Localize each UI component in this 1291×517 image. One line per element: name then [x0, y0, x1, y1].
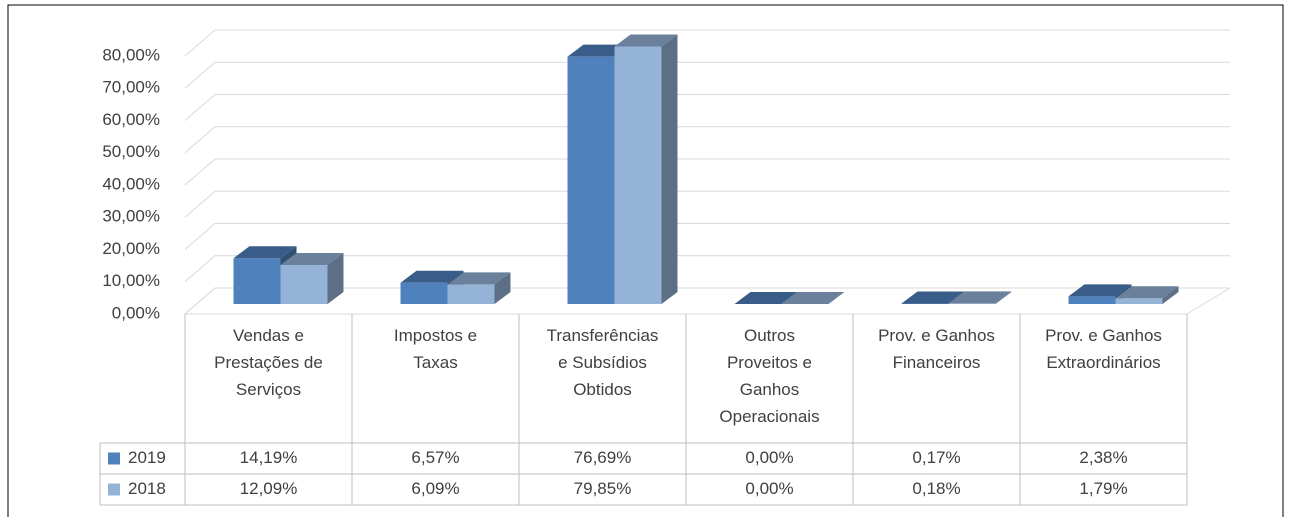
bar-top	[400, 270, 464, 283]
bar-front	[447, 284, 495, 304]
bar-top	[447, 272, 511, 285]
x-tick-label: Prov. e Ganhos Extraordinários	[1045, 326, 1162, 372]
bar-top	[901, 291, 965, 304]
bar-side	[327, 253, 344, 304]
table-value: 0,17%	[912, 448, 960, 467]
bar	[734, 292, 798, 304]
y-tick-label: 40,00%	[102, 174, 160, 193]
grid-line	[184, 29, 1230, 57]
bar-top	[233, 246, 297, 259]
bar-top	[1068, 284, 1132, 297]
table-value: 76,69%	[574, 448, 632, 467]
legend-swatch	[108, 452, 120, 465]
grid-line	[184, 255, 1230, 283]
bar	[1115, 286, 1179, 304]
axis-line	[1186, 287, 1231, 315]
chart-border	[7, 4, 1284, 517]
bar-front	[280, 265, 328, 304]
table-value: 0,00%	[745, 448, 793, 467]
bar-top	[948, 291, 1012, 304]
table-value: 79,85%	[574, 479, 632, 498]
bar-top	[781, 292, 845, 304]
grid-line	[184, 190, 1230, 218]
y-tick-label: 70,00%	[102, 78, 160, 97]
table-value: 0,18%	[912, 479, 960, 498]
y-tick-label: 80,00%	[102, 45, 160, 64]
bar-front	[1115, 298, 1163, 304]
bar	[447, 272, 511, 304]
y-tick-label: 0,00%	[112, 303, 160, 322]
bar-front	[901, 303, 949, 304]
y-tick-label: 30,00%	[102, 207, 160, 226]
bar-top	[1115, 286, 1179, 299]
bar-side	[661, 34, 678, 304]
grid-line	[184, 61, 1230, 89]
bar	[948, 291, 1012, 304]
bar-side	[1162, 286, 1179, 304]
grid-line	[184, 126, 1230, 154]
bar-side	[995, 291, 1012, 304]
bar-front	[1068, 296, 1116, 304]
legend-label: 2019	[128, 448, 166, 467]
bar-side	[494, 272, 511, 304]
x-tick-label: Transferências e Subsídios Obtidos	[546, 326, 659, 399]
y-tick-label: 50,00%	[102, 142, 160, 161]
bar-top	[734, 292, 798, 304]
grid-line	[184, 287, 1230, 315]
bar-top	[614, 34, 678, 47]
bar-top	[280, 253, 344, 266]
table-value: 0,00%	[745, 479, 793, 498]
y-tick-label: 60,00%	[102, 110, 160, 129]
bar-front	[400, 282, 448, 304]
grid-line	[184, 223, 1230, 250]
legend-swatch	[108, 483, 120, 496]
x-tick-label: Prov. e Ganhos Financeiros	[878, 326, 995, 372]
bar	[280, 253, 344, 304]
table-value: 1,79%	[1079, 479, 1127, 498]
table-value: 6,57%	[411, 448, 459, 467]
grid-line	[184, 94, 1230, 121]
bar	[614, 34, 678, 304]
x-tick-label: Impostos e Taxas	[393, 326, 478, 372]
bar-front	[567, 56, 615, 305]
bar-front	[614, 46, 662, 304]
bar-front	[233, 258, 281, 304]
legend-label: 2018	[128, 479, 166, 498]
table-value: 14,19%	[240, 448, 298, 467]
y-tick-label: 10,00%	[102, 271, 160, 290]
table-value: 2,38%	[1079, 448, 1127, 467]
grid-line	[184, 158, 1230, 186]
table-value: 12,09%	[240, 479, 298, 498]
x-tick-label: Vendas e Prestações de Serviços	[214, 326, 323, 399]
x-tick-label: Outros Proveitos e Ganhos Operacionais	[719, 326, 820, 426]
table-value: 6,09%	[411, 479, 459, 498]
bar-front	[948, 303, 996, 304]
bar	[781, 292, 845, 304]
y-tick-label: 20,00%	[102, 239, 160, 258]
